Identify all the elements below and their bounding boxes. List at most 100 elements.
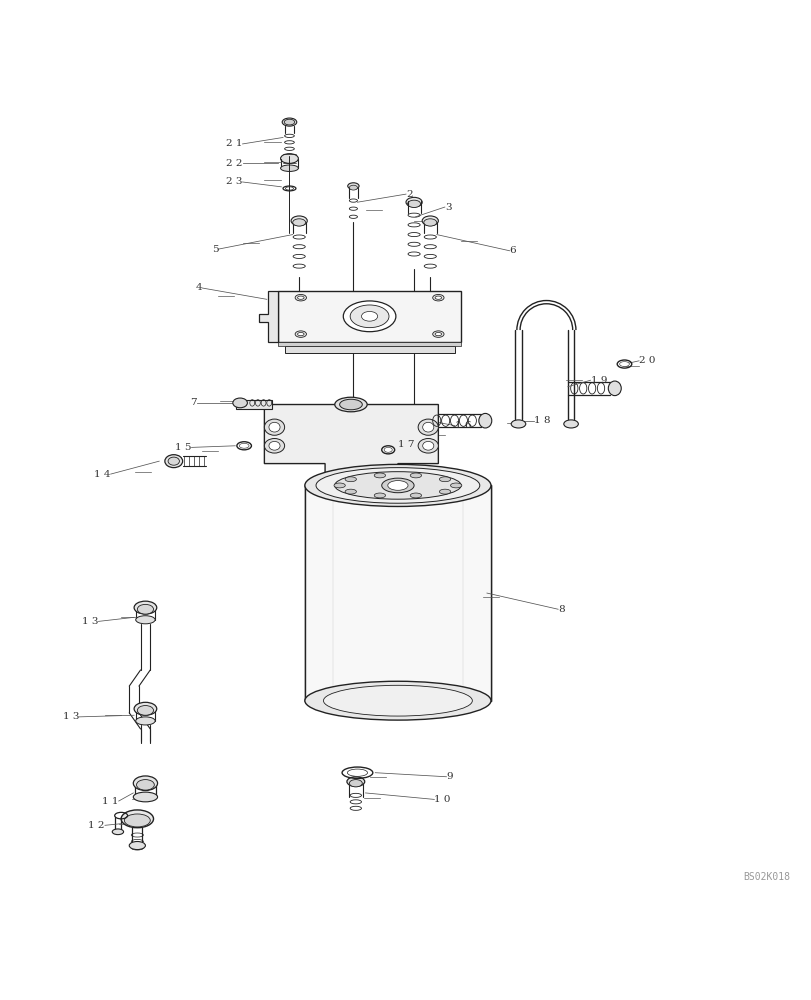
- Text: 5: 5: [212, 245, 218, 254]
- Ellipse shape: [281, 154, 298, 163]
- Bar: [304, 485, 491, 701]
- Text: 1 5: 1 5: [175, 443, 191, 452]
- Ellipse shape: [388, 481, 407, 490]
- Text: 7: 7: [191, 398, 197, 407]
- Text: 3: 3: [444, 203, 451, 212]
- Text: 8: 8: [557, 605, 564, 614]
- Polygon shape: [259, 291, 278, 342]
- Ellipse shape: [112, 829, 123, 835]
- Ellipse shape: [435, 296, 441, 299]
- Ellipse shape: [285, 187, 293, 190]
- Ellipse shape: [264, 419, 285, 435]
- Ellipse shape: [347, 183, 358, 189]
- Ellipse shape: [374, 473, 385, 478]
- Text: 2: 2: [406, 190, 412, 199]
- Ellipse shape: [334, 397, 367, 412]
- Text: 1 4: 1 4: [94, 470, 110, 479]
- Ellipse shape: [432, 294, 444, 301]
- Ellipse shape: [135, 717, 155, 725]
- Text: 1 1: 1 1: [102, 797, 118, 806]
- Text: BS02K018: BS02K018: [742, 872, 789, 882]
- Ellipse shape: [340, 487, 361, 496]
- Ellipse shape: [384, 447, 392, 452]
- Ellipse shape: [268, 422, 280, 432]
- Ellipse shape: [304, 681, 491, 720]
- Bar: [236, 400, 272, 409]
- Ellipse shape: [439, 477, 450, 482]
- Ellipse shape: [168, 457, 179, 465]
- Ellipse shape: [418, 419, 438, 435]
- Text: 2 0: 2 0: [638, 356, 654, 365]
- Ellipse shape: [346, 777, 364, 786]
- Text: 1 6: 1 6: [454, 421, 470, 430]
- Text: 2 3: 2 3: [225, 177, 242, 186]
- Ellipse shape: [345, 489, 356, 494]
- Text: 1 3: 1 3: [62, 712, 79, 721]
- Ellipse shape: [284, 119, 294, 125]
- Ellipse shape: [418, 438, 438, 453]
- Polygon shape: [278, 342, 461, 346]
- Text: 6: 6: [509, 246, 516, 255]
- Ellipse shape: [410, 493, 421, 498]
- Ellipse shape: [165, 455, 182, 468]
- Ellipse shape: [439, 489, 450, 494]
- Text: 1 8: 1 8: [533, 416, 550, 425]
- Ellipse shape: [435, 332, 441, 336]
- Ellipse shape: [619, 362, 629, 366]
- Ellipse shape: [345, 477, 356, 482]
- Ellipse shape: [349, 780, 362, 787]
- Text: 1 3: 1 3: [82, 617, 98, 626]
- Polygon shape: [285, 346, 454, 353]
- Ellipse shape: [374, 493, 385, 498]
- Ellipse shape: [134, 601, 157, 614]
- Polygon shape: [278, 291, 461, 342]
- Ellipse shape: [292, 219, 305, 226]
- Ellipse shape: [137, 706, 153, 715]
- Ellipse shape: [343, 301, 396, 332]
- Text: 2 1: 2 1: [225, 139, 242, 148]
- Text: 1 2: 1 2: [88, 821, 105, 830]
- Ellipse shape: [290, 216, 307, 226]
- Text: 9: 9: [446, 772, 453, 781]
- Ellipse shape: [133, 792, 157, 802]
- Ellipse shape: [423, 441, 433, 450]
- Ellipse shape: [121, 810, 153, 828]
- Ellipse shape: [407, 200, 420, 207]
- Ellipse shape: [334, 472, 461, 499]
- Ellipse shape: [607, 381, 620, 396]
- Ellipse shape: [350, 305, 388, 328]
- Text: 1 9: 1 9: [590, 376, 607, 385]
- Ellipse shape: [294, 294, 306, 301]
- Ellipse shape: [339, 399, 362, 410]
- Ellipse shape: [304, 464, 491, 506]
- Text: 2 2: 2 2: [225, 159, 242, 168]
- Ellipse shape: [361, 311, 377, 321]
- Ellipse shape: [268, 441, 280, 450]
- Ellipse shape: [323, 685, 472, 716]
- Ellipse shape: [136, 780, 154, 790]
- Ellipse shape: [347, 769, 367, 776]
- Ellipse shape: [239, 443, 249, 448]
- Ellipse shape: [134, 702, 157, 715]
- Ellipse shape: [410, 473, 421, 478]
- Text: 1 0: 1 0: [434, 795, 450, 804]
- Ellipse shape: [381, 478, 414, 493]
- Polygon shape: [264, 405, 438, 492]
- Ellipse shape: [281, 165, 298, 171]
- Ellipse shape: [432, 331, 444, 337]
- Ellipse shape: [422, 216, 438, 226]
- Ellipse shape: [133, 776, 157, 791]
- Ellipse shape: [563, 420, 577, 428]
- Ellipse shape: [294, 331, 306, 337]
- Ellipse shape: [135, 616, 155, 624]
- Ellipse shape: [349, 185, 357, 190]
- Ellipse shape: [450, 483, 461, 488]
- Text: 1: 1: [339, 495, 345, 504]
- Ellipse shape: [233, 398, 247, 408]
- Ellipse shape: [423, 422, 433, 432]
- Ellipse shape: [333, 483, 345, 488]
- Ellipse shape: [264, 438, 285, 453]
- Text: 1 7: 1 7: [397, 440, 414, 449]
- Ellipse shape: [423, 219, 436, 226]
- Bar: [344, 468, 357, 492]
